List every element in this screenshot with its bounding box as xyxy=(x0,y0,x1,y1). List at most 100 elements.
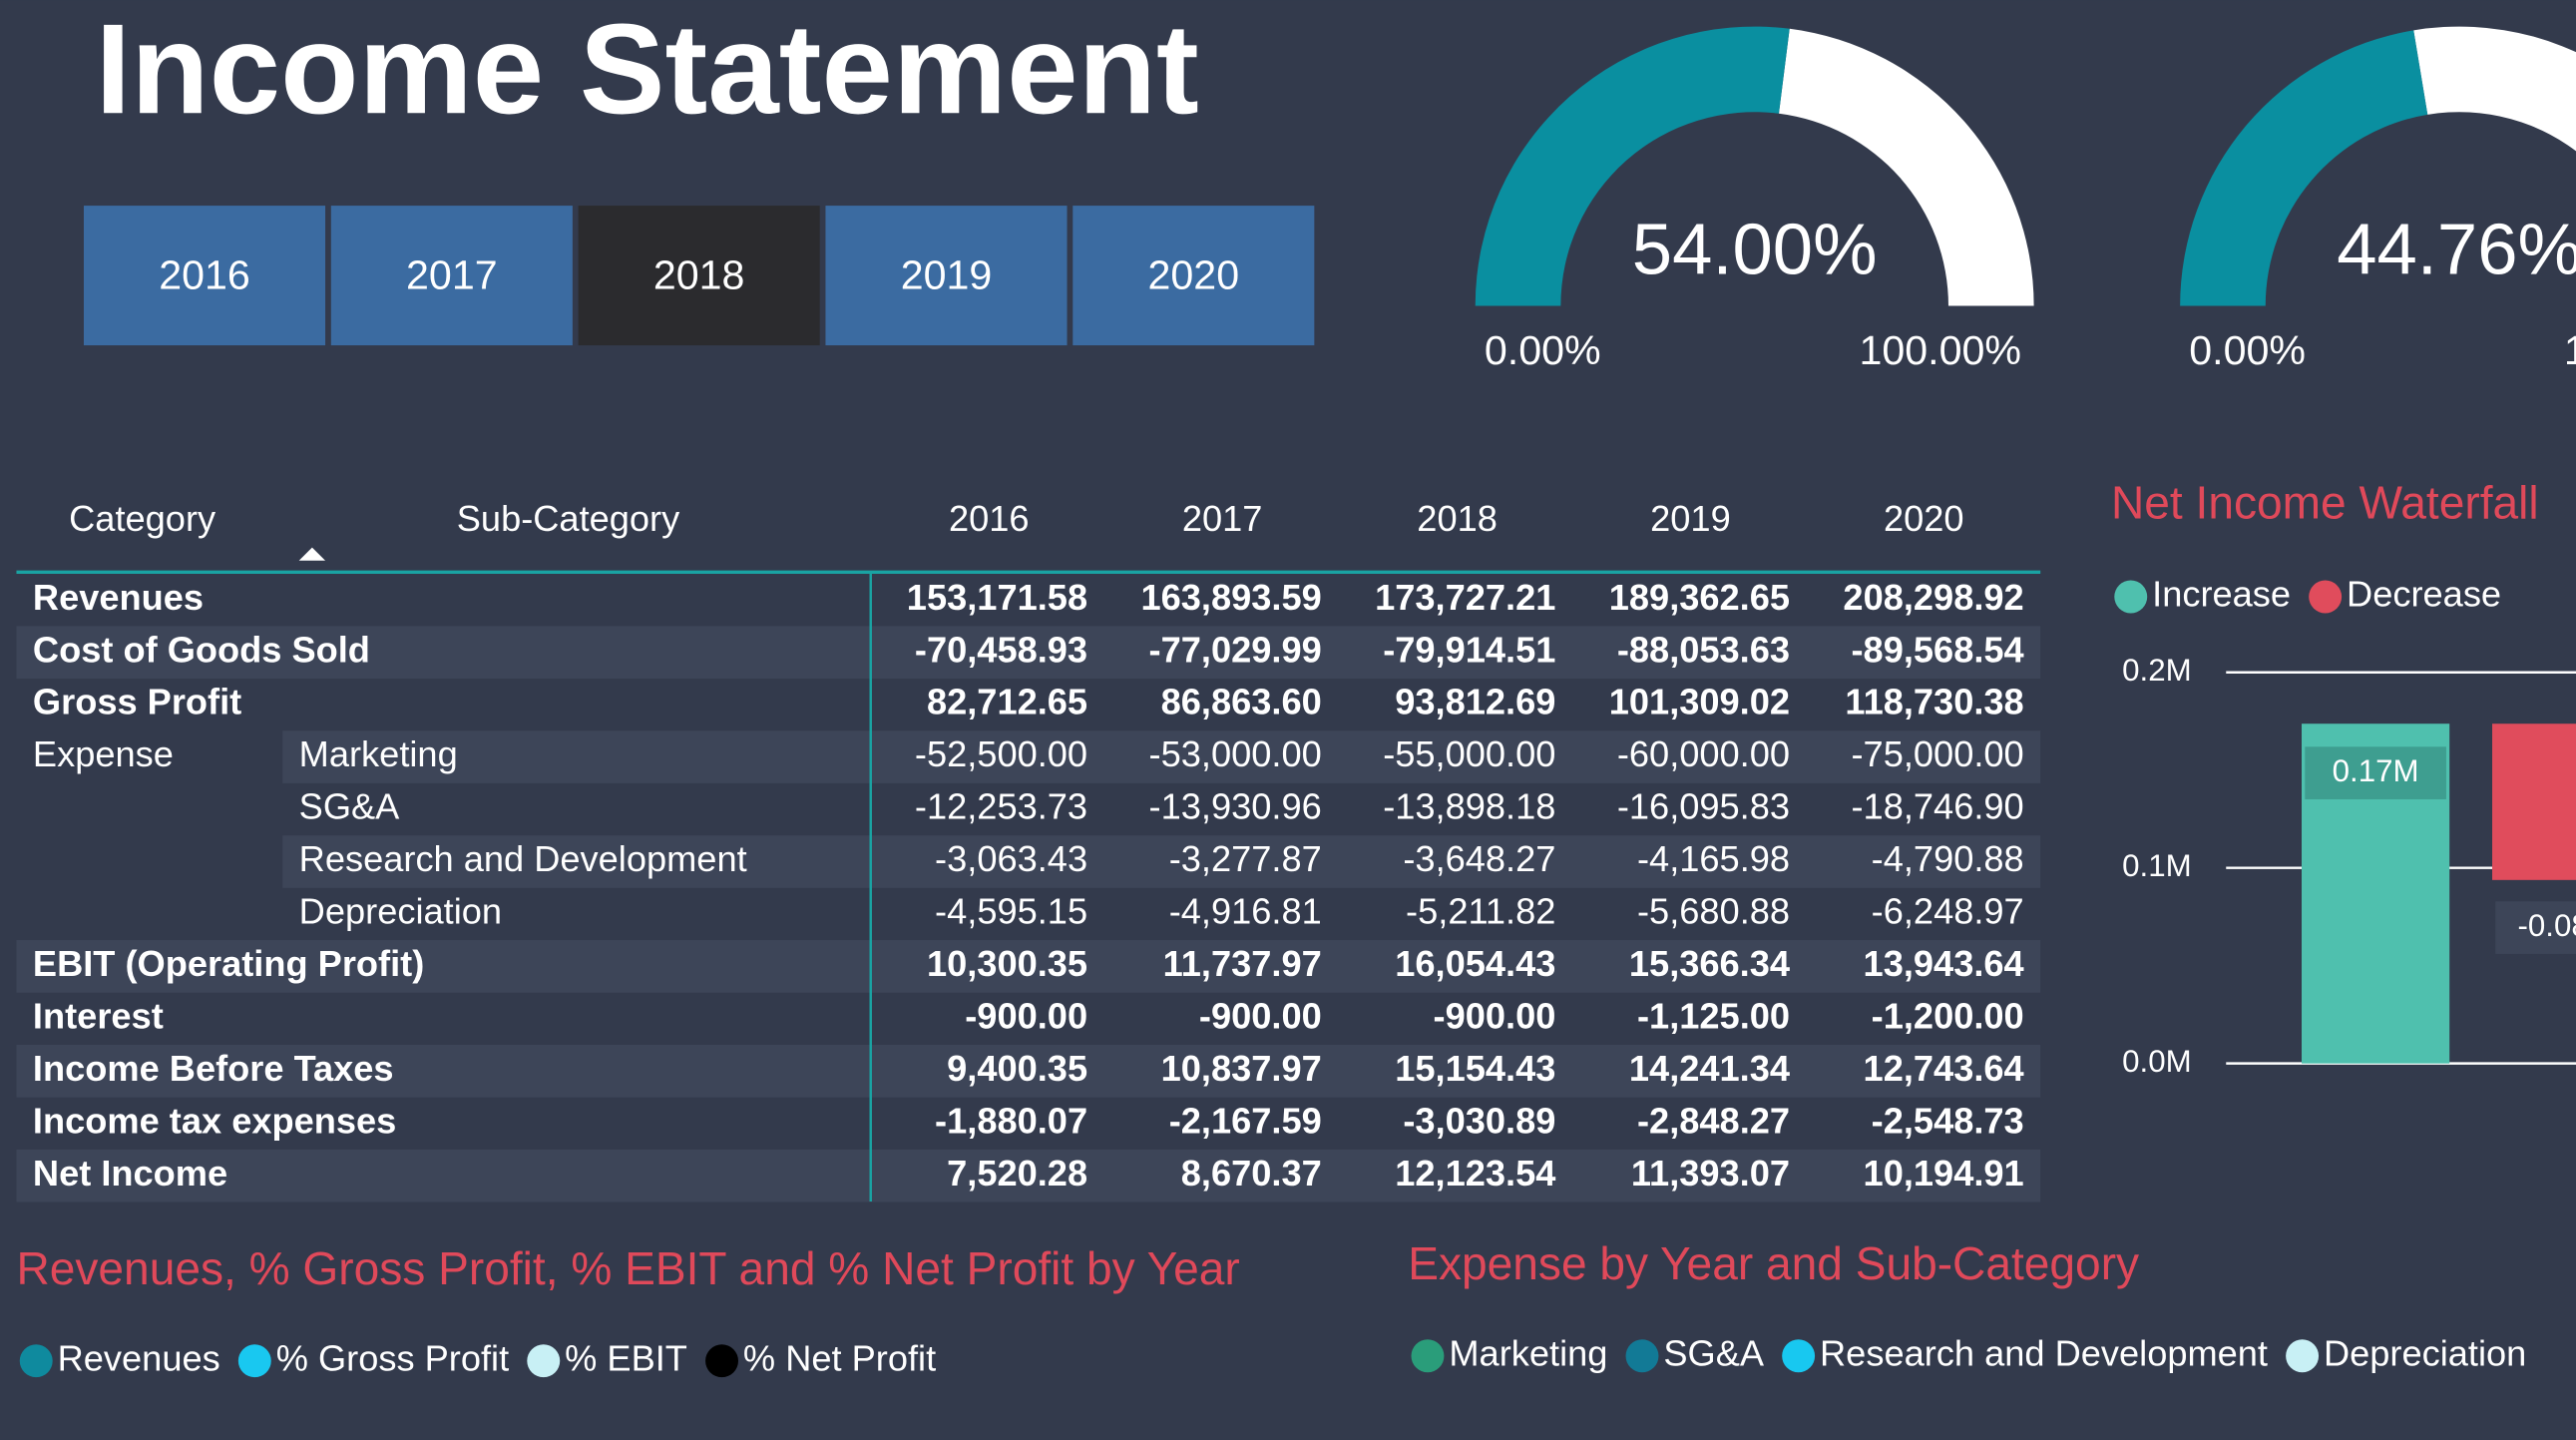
cell-value: 9,400.35 xyxy=(947,1048,1087,1089)
cell-value: 8,670.37 xyxy=(1181,1153,1322,1194)
data-label-box xyxy=(2305,746,2446,799)
year-button[interactable] xyxy=(1073,206,1315,346)
column-header: Category xyxy=(69,498,216,539)
cell-value: -12,253.73 xyxy=(915,786,1087,827)
gauge-remainder xyxy=(1779,28,2034,306)
column-header: 2016 xyxy=(949,498,1030,539)
cell-value: -2,548.73 xyxy=(1872,1100,2024,1141)
cell-value: 10,837.97 xyxy=(1161,1048,1322,1089)
year-button-label[interactable]: 2019 xyxy=(901,251,993,297)
cell-value: 101,309.02 xyxy=(1609,682,1790,722)
cell-value: 208,298.92 xyxy=(1843,577,2023,618)
year-button[interactable] xyxy=(825,206,1068,346)
legend-label: SG&A xyxy=(1663,1332,1764,1373)
legend-dot xyxy=(1411,1339,1445,1373)
cell-value: -70,458.93 xyxy=(915,629,1087,670)
row-band xyxy=(16,1044,2041,1098)
waterfall-bar xyxy=(2492,723,2576,880)
data-label: -0.08M xyxy=(2517,908,2576,943)
gauge-remainder xyxy=(2413,26,2576,152)
legend-label: % Gross Profit xyxy=(276,1337,509,1378)
data-label: 0.17M xyxy=(2333,753,2419,788)
row-subcategory: SG&A xyxy=(299,786,400,827)
cell-value: -13,898.18 xyxy=(1383,786,1555,827)
cell-value: 173,727.21 xyxy=(1375,577,1555,618)
cell-value: -75,000.00 xyxy=(1852,733,2024,774)
cell-value: -88,053.63 xyxy=(1617,629,1790,670)
cell-value: 15,154.43 xyxy=(1395,1048,1555,1089)
column-header: 2018 xyxy=(1417,498,1498,539)
cell-value: -1,125.00 xyxy=(1637,995,1790,1036)
gauge-min: 0.00% xyxy=(1485,327,1601,373)
cell-value: 93,812.69 xyxy=(1395,682,1555,722)
column-header: Sub-Category xyxy=(457,498,680,539)
column-header: 2020 xyxy=(1884,498,1964,539)
cell-value: -2,167.59 xyxy=(1169,1100,1322,1141)
cell-value: -3,030.89 xyxy=(1403,1100,1555,1141)
row-subcategory: Depreciation xyxy=(299,891,502,932)
y-tick-label: 0.2M xyxy=(2122,653,2192,688)
cell-value: 13,943.64 xyxy=(1864,943,2024,984)
cell-value: -4,790.88 xyxy=(1872,838,2024,879)
cell-value: -3,277.87 xyxy=(1169,838,1322,879)
y-tick-label: 0.1M xyxy=(2122,848,2192,883)
gauge-max: 100.00% xyxy=(1859,327,2020,373)
cell-value: -4,595.15 xyxy=(935,891,1087,932)
cell-value: 153,171.58 xyxy=(907,577,1087,618)
chart-title: Revenues, % Gross Profit, % EBIT and % N… xyxy=(16,1242,1239,1294)
cell-value: -16,095.83 xyxy=(1617,786,1790,827)
sort-indicator xyxy=(298,547,326,561)
cell-value: 12,123.54 xyxy=(1395,1153,1555,1194)
year-button[interactable] xyxy=(330,206,573,346)
cell-value: 7,520.28 xyxy=(947,1153,1087,1194)
row-band xyxy=(16,626,2041,680)
gauge-value: 44.76% xyxy=(2337,210,2576,290)
legend-dot xyxy=(1625,1339,1659,1373)
cell-value: 10,300.35 xyxy=(927,943,1087,984)
cell-value: -5,211.82 xyxy=(1406,891,1555,932)
gauge-fill xyxy=(1475,26,1790,306)
legend-dot xyxy=(2286,1339,2320,1373)
year-button[interactable] xyxy=(578,206,820,346)
year-button-label[interactable]: 2018 xyxy=(653,251,745,297)
cell-value: -79,914.51 xyxy=(1383,629,1555,670)
cell-value: 82,712.65 xyxy=(927,682,1087,722)
year-button-label[interactable]: 2020 xyxy=(1148,251,1240,297)
year-button-label[interactable]: 2016 xyxy=(159,251,250,297)
cell-value: -13,930.96 xyxy=(1149,786,1322,827)
row-category: Income Before Taxes xyxy=(33,1048,394,1089)
legend-label: % EBIT xyxy=(565,1337,687,1378)
year-button-label[interactable]: 2017 xyxy=(406,251,498,297)
year-button[interactable] xyxy=(83,206,326,346)
page-title: Income Statement xyxy=(96,0,1199,141)
row-band xyxy=(282,835,2041,888)
cell-value: 11,393.07 xyxy=(1631,1153,1790,1194)
cell-value: -55,000.00 xyxy=(1383,733,1555,774)
legend-label: Depreciation xyxy=(2324,1332,2526,1373)
cell-value: -900.00 xyxy=(1434,995,1556,1036)
row-subcategory: Marketing xyxy=(299,733,458,774)
cell-value: -2,848.27 xyxy=(1637,1100,1790,1141)
legend-label: % Net Profit xyxy=(743,1337,936,1378)
legend-dot xyxy=(19,1344,53,1378)
cell-value: -89,568.54 xyxy=(1852,629,2024,670)
row-category: Cost of Goods Sold xyxy=(33,629,370,670)
data-label-box xyxy=(2495,901,2576,954)
cell-value: 14,241.34 xyxy=(1629,1048,1790,1089)
row-category: Net Income xyxy=(33,1153,227,1194)
legend-label: Decrease xyxy=(2347,574,2501,615)
cell-value: -53,000.00 xyxy=(1149,733,1322,774)
legend-dot xyxy=(2114,580,2148,614)
chart-title: Net Income Waterfall xyxy=(2111,477,2539,529)
row-category: EBIT (Operating Profit) xyxy=(33,943,424,984)
row-category: Revenues xyxy=(33,577,204,618)
legend-dot xyxy=(705,1344,738,1378)
cell-value: -5,680.88 xyxy=(1637,891,1790,932)
gauge-max: 100.00% xyxy=(2564,327,2576,373)
cell-value: -4,916.81 xyxy=(1169,891,1322,932)
legend-label: Research and Development xyxy=(1820,1332,2268,1373)
column-header: 2019 xyxy=(1650,498,1731,539)
legend-label: Marketing xyxy=(1449,1332,1607,1373)
cell-value: -1,200.00 xyxy=(1872,995,2024,1036)
legend-dot xyxy=(1782,1339,1816,1373)
